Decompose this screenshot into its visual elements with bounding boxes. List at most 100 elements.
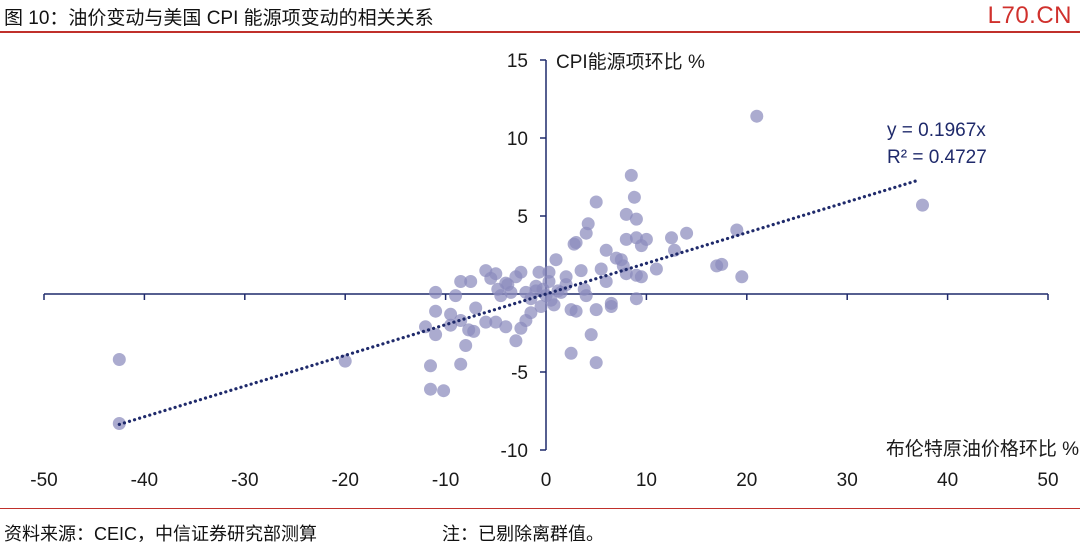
scatter-chart: -50 -40 -30 -20 -10 0 10 20 30 40 50 -10 -5 5 10 15 CPI能… [30, 51, 1079, 491]
scatter-point [569, 304, 583, 318]
scatter-point [619, 232, 633, 246]
x-axis-title: 布伦特原油价格环比 % [886, 438, 1079, 460]
scatter-point [629, 292, 643, 306]
scatter-point [604, 300, 618, 313]
scatter-point [569, 236, 583, 249]
scatter-point [916, 198, 929, 212]
scatter-point [444, 307, 458, 321]
scatter-point [581, 217, 595, 231]
scatter-point [449, 289, 463, 303]
scatter-point [338, 354, 352, 368]
scatter-point [509, 334, 523, 348]
source-note: 资料来源：CEIC，中信证券研究部测算 [4, 524, 318, 544]
scatter-point [454, 357, 468, 371]
scatter-point [584, 328, 598, 342]
x-tick-label: -30 [231, 470, 258, 491]
scatter-point [715, 257, 729, 271]
scatter-point [627, 190, 641, 204]
scatter-point [579, 289, 593, 303]
scatter-point [499, 320, 513, 334]
scatter-point [429, 328, 443, 342]
trendline [117, 178, 920, 427]
scatter-point [594, 262, 608, 276]
scatter-point [735, 270, 749, 284]
x-tick-label: -20 [331, 470, 358, 491]
scatter-point [549, 253, 563, 267]
x-tick-label: -50 [30, 470, 57, 491]
scatter-point [680, 226, 694, 240]
x-tick-label: 10 [636, 470, 657, 491]
figure-title: 图 10：油价变动与美国 CPI 能源项变动的相关关系 [4, 8, 434, 29]
scatter-point [454, 275, 468, 288]
scatter-point [589, 195, 603, 209]
brand-logo: L70.CN [987, 2, 1072, 29]
scatter-point [564, 346, 578, 360]
x-tick-label: -40 [131, 470, 158, 491]
scatter-point [542, 275, 556, 288]
scatter-point [514, 265, 528, 279]
scatter-point [599, 243, 613, 257]
axes-group [43, 59, 1049, 451]
scatter-point [559, 270, 573, 284]
scatter-point [469, 301, 483, 315]
y-tick-label: 15 [507, 51, 528, 72]
trend-equation: y = 0.1967x [887, 120, 986, 141]
y-axis-title: CPI能源项环比 % [556, 51, 705, 73]
scatter-point [529, 279, 543, 293]
scatter-point [624, 168, 638, 182]
scatter-point [619, 267, 633, 281]
report-footer: 资料来源：CEIC，中信证券研究部测算 注：已剔除离群值。 [4, 520, 604, 546]
bottom-divider [0, 508, 1080, 509]
scatter-point [668, 243, 681, 257]
scatter-point [534, 300, 548, 313]
x-tick-label: 20 [736, 470, 757, 491]
scatter-point [489, 315, 503, 329]
scatter-point [424, 382, 437, 396]
scatter-point [634, 270, 648, 284]
scatter-point [665, 231, 678, 245]
scatter-point [454, 314, 468, 327]
report-header: 图 10：油价变动与美国 CPI 能源项变动的相关关系 L70.CN [0, 0, 1080, 30]
scatter-point [479, 315, 493, 329]
scatter-point [464, 275, 478, 288]
scatter-point [112, 353, 126, 366]
scatter-point [524, 306, 538, 320]
x-tick-label: 40 [937, 470, 958, 491]
x-tick-label: -10 [432, 470, 459, 491]
scatter-point [489, 267, 503, 281]
labels-layer: -50 -40 -30 -20 -10 0 10 20 30 40 50 -10 -5 5 10 15 CPI能… [30, 51, 1079, 491]
scatter-point [750, 109, 764, 123]
scatter-point [532, 265, 546, 279]
points-layer [112, 109, 929, 430]
scatter-point [542, 265, 556, 279]
trend-r-squared: R² = 0.4727 [887, 147, 987, 168]
y-tick-label: -10 [501, 441, 528, 462]
scatter-point [589, 356, 603, 370]
y-tick-label: 5 [517, 207, 528, 228]
scatter-point [547, 298, 561, 312]
x-tick-label: 50 [1037, 470, 1058, 491]
scatter-point [437, 384, 451, 398]
y-tick-label: -5 [511, 363, 528, 384]
scatter-point [639, 232, 653, 246]
scatter-point [424, 359, 437, 373]
top-divider [0, 31, 1080, 33]
scatter-point [589, 303, 603, 317]
scatter-point [649, 262, 663, 276]
x-tick-label: 0 [541, 470, 552, 491]
y-tick-label: 10 [507, 129, 528, 150]
scatter-point [730, 223, 744, 237]
trendline-layer [117, 178, 920, 427]
x-tick-label: 30 [837, 470, 858, 491]
scatter-point [467, 324, 481, 338]
scatter-point [574, 264, 588, 278]
scatter-point [629, 212, 643, 226]
scatter-point [501, 278, 515, 292]
scatter-point [494, 289, 508, 303]
scatter-point [619, 207, 633, 221]
scatter-point [459, 339, 473, 352]
outlier-note: 注：已剔除离群值。 [442, 524, 604, 544]
scatter-point [429, 304, 443, 318]
scatter-point [599, 275, 613, 288]
scatter-point [429, 285, 443, 299]
